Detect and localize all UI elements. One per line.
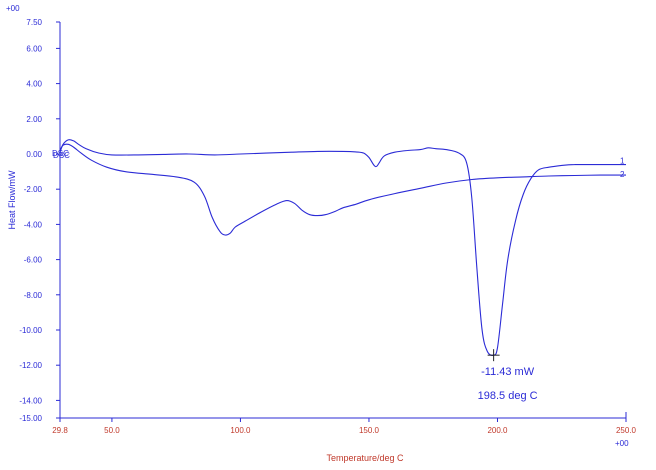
x-tick-label: 150.0 — [359, 426, 380, 435]
series-start-label: DSC — [52, 149, 69, 158]
peak-annotation: 198.5 deg C — [478, 390, 538, 402]
plot-frame — [59, 22, 627, 419]
x-tick-label: 200.0 — [487, 426, 508, 435]
y-tick-label: -2.00 — [24, 185, 43, 194]
series-line-1 — [59, 139, 626, 356]
series-layer — [59, 139, 626, 356]
peak-annotation: -11.43 mW — [481, 366, 535, 378]
y-tick-label: 4.00 — [26, 80, 42, 89]
y-scale-note: +00 — [6, 4, 20, 13]
y-tick-label: -14.00 — [19, 396, 42, 405]
series-end-label: 1 — [620, 157, 625, 166]
y-tick-label: -10.00 — [19, 326, 42, 335]
x-tick-label: 100.0 — [230, 426, 251, 435]
series-line-2 — [59, 143, 626, 236]
axis-ticks: 7.50 6.00 4.00 2.00 0.00 -2.00 -4.00 -6.00 -8.00… — [19, 18, 636, 435]
x-tick-label: 250.0 — [616, 426, 637, 435]
series-start-label: DSC — [53, 151, 70, 160]
x-tick-label: 29.8 — [52, 426, 68, 435]
y-tick-label: 6.00 — [26, 44, 42, 53]
y-tick-label: -15.00 — [19, 414, 42, 423]
series-end-label: 2 — [620, 170, 625, 179]
y-tick-label: 7.50 — [26, 18, 42, 27]
x-tick-label: 50.0 — [104, 426, 120, 435]
y-tick-label: 2.00 — [26, 115, 42, 124]
y-tick-label: -4.00 — [24, 220, 43, 229]
y-tick-label: -8.00 — [24, 291, 43, 300]
y-tick-label: 0.00 — [26, 150, 42, 159]
x-scale-note: +00 — [615, 439, 629, 448]
y-tick-label: -6.00 — [24, 256, 43, 265]
x-axis-title: Temperature/deg C — [326, 453, 404, 463]
y-axis-title: Heat Flow/mW — [7, 170, 17, 230]
y-tick-label: -12.00 — [19, 361, 42, 370]
